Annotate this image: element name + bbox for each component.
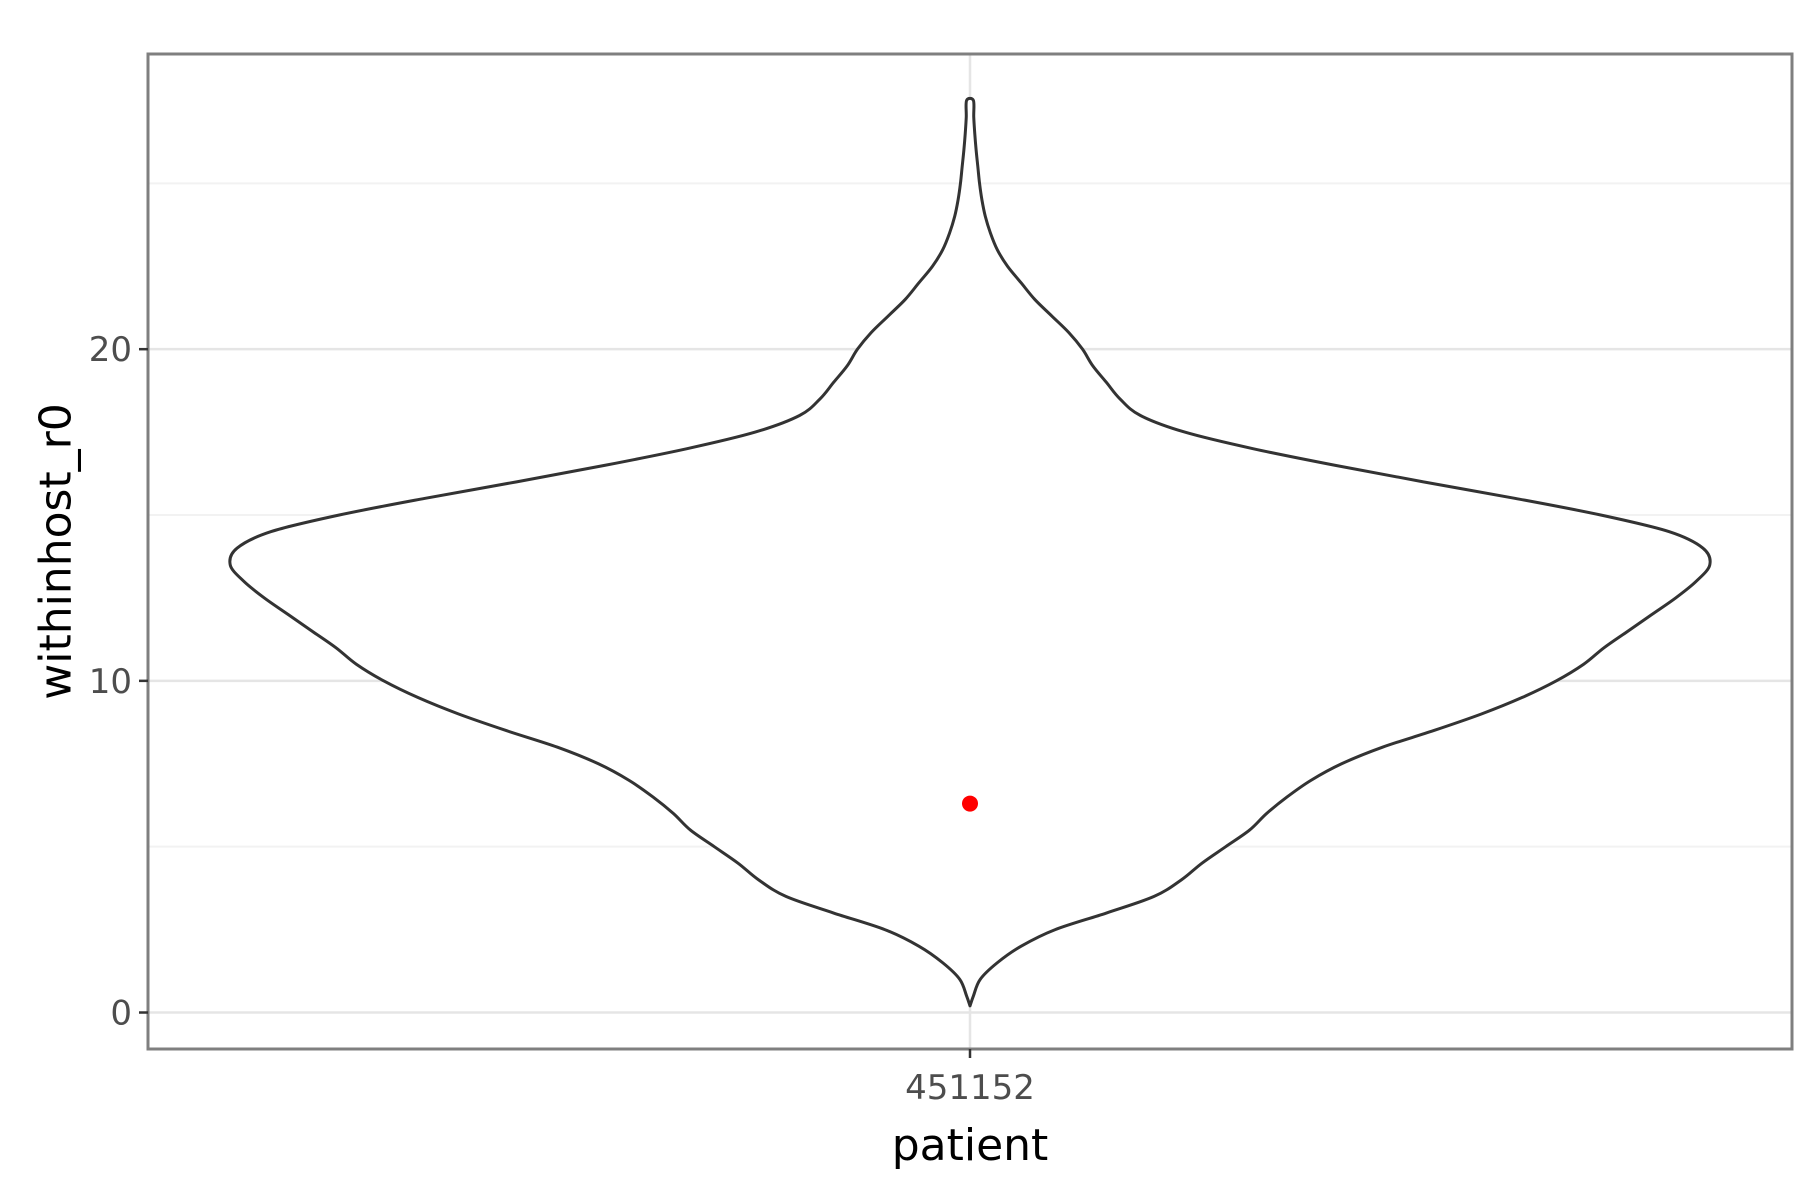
y-axis: 0 10 20 xyxy=(89,330,148,1034)
point-layer xyxy=(962,795,978,812)
x-tick-label: 451152 xyxy=(905,1068,1035,1108)
y-tick-label: 10 xyxy=(89,662,132,702)
x-axis-title: patient xyxy=(892,1120,1049,1171)
data-point xyxy=(962,795,978,812)
violin-layer xyxy=(228,96,1712,1008)
y-tick-label: 0 xyxy=(110,994,132,1034)
y-axis-title: withinhost_r0 xyxy=(30,403,81,700)
violin-451152 xyxy=(228,96,1712,1008)
x-axis: 451152 xyxy=(905,1049,1035,1108)
y-tick-label: 20 xyxy=(89,330,132,370)
plot-panel xyxy=(146,52,1794,1051)
